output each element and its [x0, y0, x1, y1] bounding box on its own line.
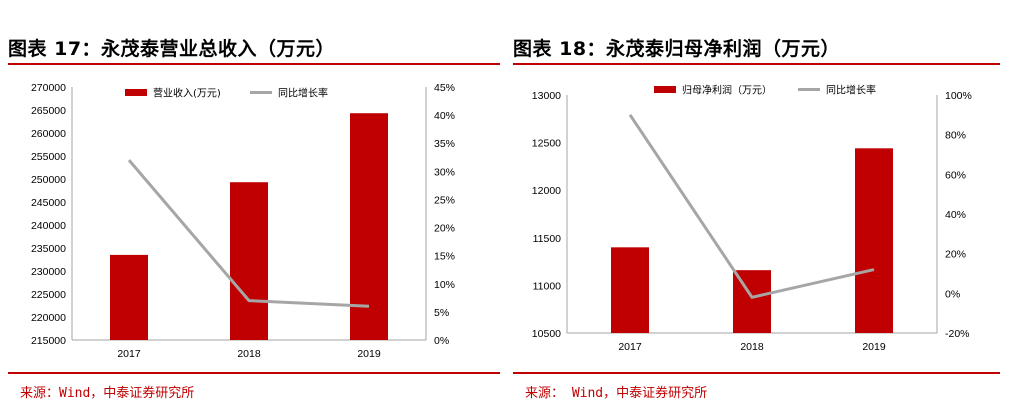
legend-label-line: 同比增长率 [826, 84, 876, 97]
y-tick-label-left: 240000 [31, 220, 66, 232]
y-tick-label-left: 11500 [533, 233, 562, 245]
title-divider [8, 63, 500, 65]
y-tick-label-right: 20% [945, 249, 966, 261]
y-tick-label-left: 260000 [31, 128, 66, 140]
y-tick-label-left: 235000 [31, 243, 66, 255]
source-divider [513, 372, 1000, 374]
x-tick-label: 2018 [740, 341, 764, 353]
y-tick-label-left: 265000 [31, 105, 66, 117]
y-tick-label-right: 80% [945, 130, 966, 142]
y-tick-label-right: 0% [945, 288, 960, 300]
x-tick-label: 2017 [618, 341, 642, 353]
y-tick-label-left: 11000 [533, 280, 562, 292]
y-tick-label-right: 35% [434, 138, 455, 150]
source-note: 来源：Wind，中泰证券研究所 [20, 386, 195, 401]
y-tick-label-right: 60% [945, 169, 966, 181]
revenue-chart: 215000 220000 225000 230000 235000 240000 2450… [31, 82, 455, 360]
y-tick-label-right: 15% [434, 251, 455, 263]
y-tick-label-right: 100% [945, 90, 972, 102]
chart-title: 图表 17：永茂泰营业总收入（万元） [8, 38, 336, 60]
x-tick-label: 2018 [237, 348, 261, 360]
y-tick-label-right: 5% [434, 307, 449, 319]
y-tick-label-left: 215000 [31, 335, 66, 347]
bar [611, 247, 649, 333]
y-tick-label-right: -20% [945, 328, 970, 340]
title-divider [513, 63, 1000, 65]
y-tick-label-left: 255000 [31, 151, 66, 163]
y-tick-label-left: 220000 [31, 312, 66, 324]
y-tick-label-left: 270000 [31, 82, 66, 94]
growth-line [127, 159, 370, 308]
y-tick-label-right: 10% [434, 279, 455, 291]
bar [110, 254, 148, 340]
y-tick-label-right: 40% [434, 110, 455, 122]
y-tick-label-right: 25% [434, 194, 455, 206]
y-tick-label-left: 245000 [31, 197, 66, 209]
x-tick-label: 2019 [357, 348, 381, 360]
y-tick-label-right: 20% [434, 223, 455, 235]
chart-panel-net-profit: 图表 18：永茂泰归母净利润（万元） 10500 11000 11500 12000 1… [505, 0, 1000, 418]
y-tick-label-right: 0% [434, 335, 449, 347]
y-tick-label-left: 230000 [31, 266, 66, 278]
y-tick-label-right: 40% [945, 209, 966, 221]
legend-label-line: 同比增长率 [278, 87, 328, 100]
y-tick-label-left: 250000 [31, 174, 66, 186]
bar [855, 148, 893, 333]
y-tick-label-left: 12000 [532, 185, 561, 197]
y-tick-label-left: 13000 [532, 90, 561, 102]
legend-label-bar: 营业收入(万元) [153, 87, 221, 100]
y-tick-label-right: 30% [434, 166, 455, 178]
legend-swatch-bar [125, 89, 147, 96]
x-tick-label: 2019 [862, 341, 886, 353]
chart-panel-revenue: 图表 17：永茂泰营业总收入（万元） 215000 220000 225000 230… [0, 0, 500, 418]
legend-swatch-bar [654, 86, 676, 93]
x-tick-label: 2017 [117, 348, 141, 360]
y-tick-label-left: 12500 [532, 138, 561, 150]
y-tick-label-right: 45% [434, 82, 455, 94]
legend-label-bar: 归母净利润（万元） [682, 84, 772, 97]
net-profit-chart: 10500 11000 11500 12000 12500 13000 -20% 0% 20% 4… [532, 84, 972, 354]
growth-line [628, 113, 875, 299]
source-divider [8, 372, 500, 374]
y-tick-label-left: 225000 [31, 289, 66, 301]
chart-title: 图表 18：永茂泰归母净利润（万元） [513, 38, 841, 60]
y-tick-label-left: 10500 [532, 328, 561, 340]
source-note: 来源： Wind，中泰证券研究所 [525, 386, 708, 401]
bar [350, 113, 388, 340]
bar [230, 182, 268, 340]
